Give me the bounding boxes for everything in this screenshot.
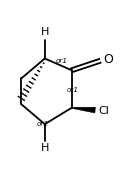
Text: or1: or1 [37,121,49,127]
Text: or1: or1 [55,58,67,64]
Text: H: H [41,143,49,153]
Text: H: H [41,27,49,37]
Text: O: O [103,53,113,66]
Polygon shape [72,107,95,113]
Text: or1: or1 [67,87,79,93]
Text: Cl: Cl [99,106,110,116]
